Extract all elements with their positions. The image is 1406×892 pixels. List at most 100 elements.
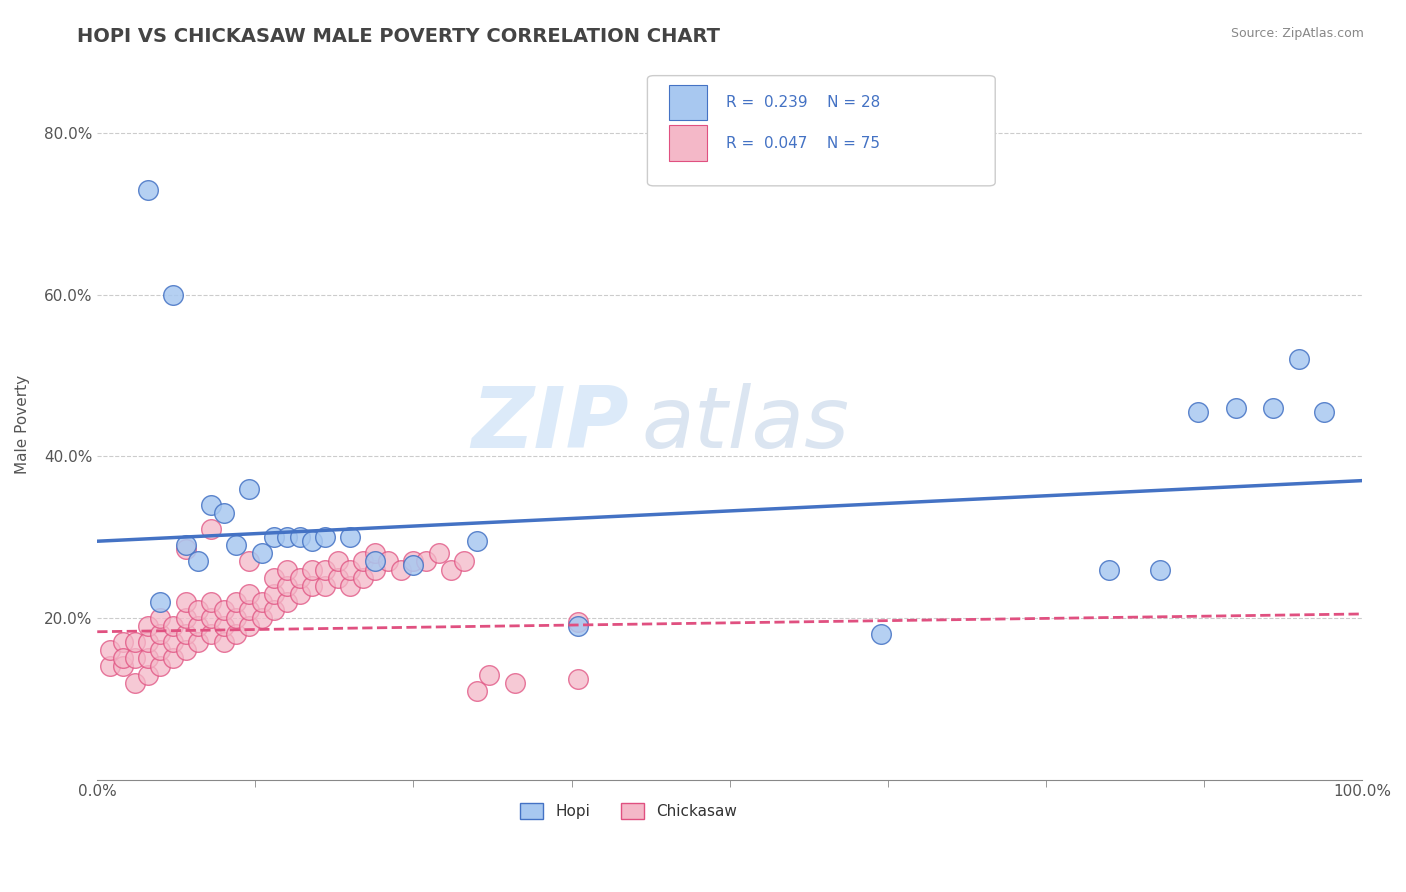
Point (187, 603, 209, 617)
Point (478, 667, 501, 681)
Point (377, 554, 399, 568)
Point (200, 627, 222, 641)
Point (288, 530, 311, 544)
Point (567, 615, 589, 629)
Point (352, 571, 374, 585)
Point (364, 554, 387, 568)
Point (314, 562, 336, 576)
Point (326, 571, 349, 585)
Point (136, 183, 159, 197)
Point (339, 530, 361, 544)
Point (870, 627, 893, 641)
Point (263, 587, 285, 601)
Point (149, 659, 172, 673)
Point (136, 667, 159, 681)
Point (352, 554, 374, 568)
FancyBboxPatch shape (669, 126, 707, 161)
Point (187, 554, 209, 568)
Text: ZIP: ZIP (471, 383, 628, 466)
Point (402, 554, 425, 568)
Point (339, 562, 361, 576)
Point (326, 554, 349, 568)
Point (263, 571, 285, 585)
Point (364, 562, 387, 576)
Point (250, 546, 273, 560)
Point (238, 587, 260, 601)
Point (238, 603, 260, 617)
Point (187, 619, 209, 633)
Point (200, 522, 222, 536)
Point (1313, 405, 1336, 419)
Point (98, 659, 121, 673)
Point (250, 611, 273, 625)
Point (212, 506, 235, 520)
Point (124, 651, 146, 665)
Point (276, 595, 298, 609)
Point (276, 562, 298, 576)
Point (124, 675, 146, 690)
Point (567, 619, 589, 633)
Point (427, 546, 450, 560)
Text: R =  0.239    N = 28: R = 0.239 N = 28 (725, 95, 880, 110)
Point (1149, 562, 1171, 576)
Point (111, 635, 134, 649)
Point (149, 627, 172, 641)
Point (225, 595, 247, 609)
Point (263, 603, 285, 617)
Point (238, 554, 260, 568)
Point (567, 672, 589, 686)
Point (225, 627, 247, 641)
Point (314, 579, 336, 593)
Point (174, 538, 197, 552)
Point (149, 611, 172, 625)
Point (1288, 352, 1310, 367)
Point (200, 611, 222, 625)
Text: Source: ZipAtlas.com: Source: ZipAtlas.com (1230, 27, 1364, 40)
Point (465, 534, 488, 549)
Point (314, 530, 336, 544)
Point (162, 635, 184, 649)
Point (503, 675, 526, 690)
Point (238, 482, 260, 496)
Point (149, 595, 172, 609)
FancyBboxPatch shape (669, 85, 707, 120)
Point (276, 530, 298, 544)
Point (364, 546, 387, 560)
Point (136, 635, 159, 649)
Point (250, 595, 273, 609)
Point (174, 595, 197, 609)
Point (389, 562, 412, 576)
Point (174, 643, 197, 657)
Point (339, 579, 361, 593)
Point (238, 619, 260, 633)
Point (1098, 562, 1121, 576)
Point (162, 287, 184, 301)
Point (263, 530, 285, 544)
Point (212, 635, 235, 649)
Point (453, 554, 475, 568)
Point (212, 619, 235, 633)
Text: HOPI VS CHICKASAW MALE POVERTY CORRELATION CHART: HOPI VS CHICKASAW MALE POVERTY CORRELATI… (77, 27, 720, 45)
Point (98, 643, 121, 657)
Point (276, 579, 298, 593)
Point (288, 587, 311, 601)
Y-axis label: Male Poverty: Male Poverty (15, 375, 30, 474)
Legend: Hopi, Chickasaw: Hopi, Chickasaw (515, 797, 742, 825)
Point (149, 643, 172, 657)
Point (1187, 405, 1209, 419)
Point (111, 651, 134, 665)
FancyBboxPatch shape (647, 76, 995, 186)
Point (465, 683, 488, 698)
Point (288, 571, 311, 585)
Point (212, 603, 235, 617)
Point (402, 558, 425, 573)
Point (187, 635, 209, 649)
Text: atlas: atlas (641, 383, 849, 466)
Point (162, 619, 184, 633)
Point (200, 595, 222, 609)
Point (174, 542, 197, 557)
Point (440, 562, 463, 576)
Point (162, 651, 184, 665)
Point (136, 651, 159, 665)
Point (301, 579, 323, 593)
